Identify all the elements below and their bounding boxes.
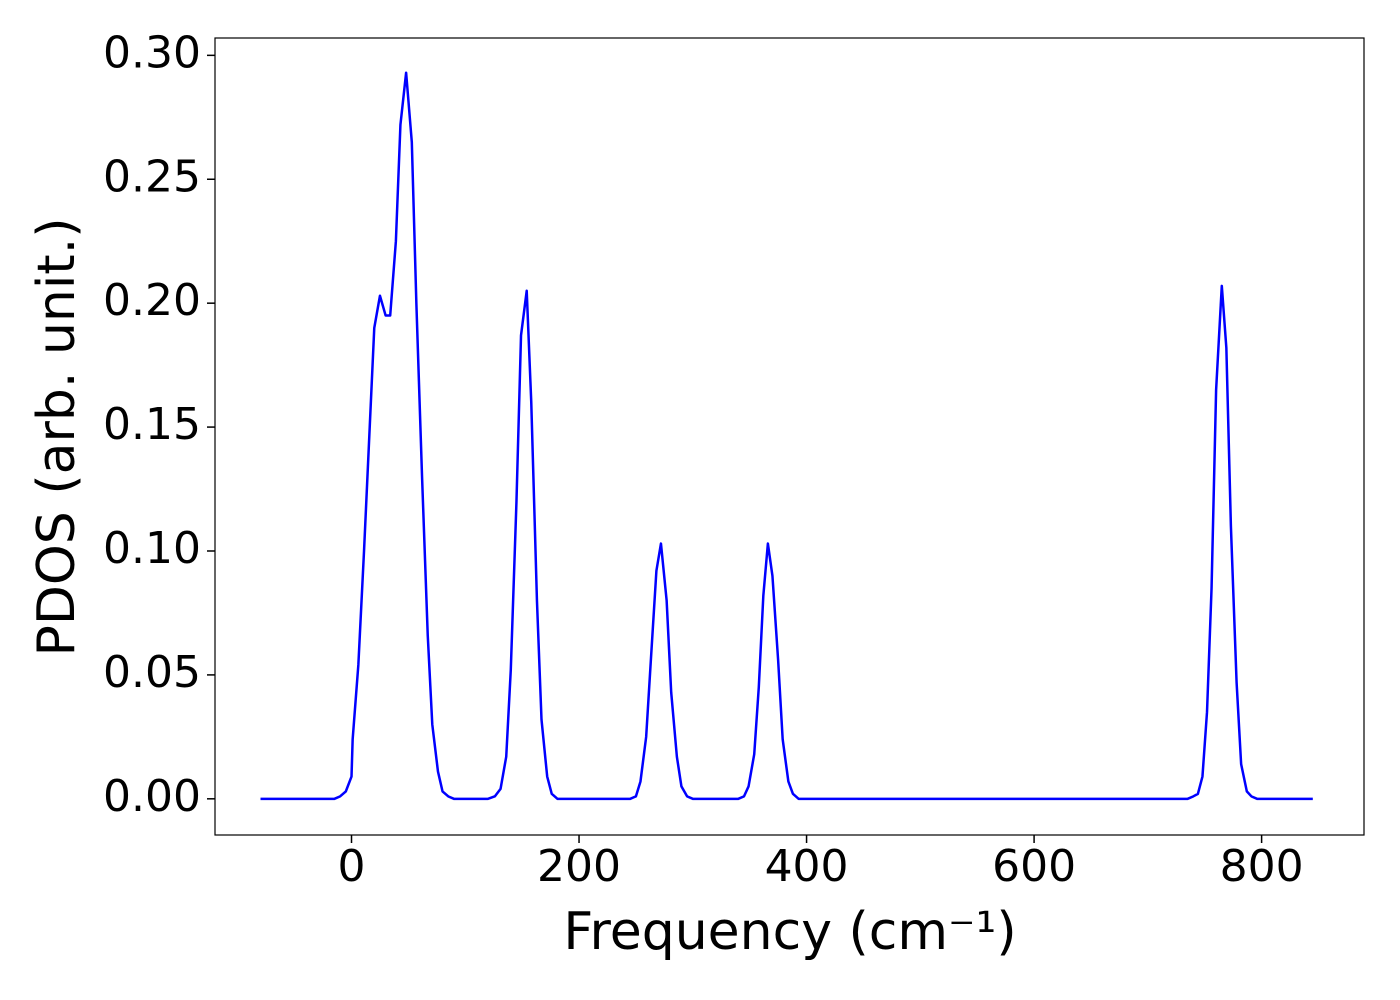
y-tick-label: 0.10 <box>103 523 201 574</box>
line-series <box>260 71 1313 801</box>
x-tick-label: 200 <box>537 841 621 892</box>
x-axis-label: Frequency (cm⁻¹) <box>563 902 1016 962</box>
y-axis-label: PDOS (arb. unit.) <box>27 217 87 656</box>
x-tick-label: 600 <box>992 841 1076 892</box>
y-tick-label: 0.05 <box>103 647 201 698</box>
x-tick-label: 400 <box>765 841 849 892</box>
x-tick-label: 0 <box>338 841 366 892</box>
y-tick-label: 0.20 <box>103 275 201 326</box>
y-tick-label: 0.15 <box>103 399 201 450</box>
y-tick-label: 0.30 <box>103 27 201 78</box>
y-tick-label: 0.25 <box>103 151 201 202</box>
x-tick-label: 800 <box>1220 841 1304 892</box>
y-tick-label: 0.00 <box>103 771 201 822</box>
plot-frame <box>214 37 1365 836</box>
